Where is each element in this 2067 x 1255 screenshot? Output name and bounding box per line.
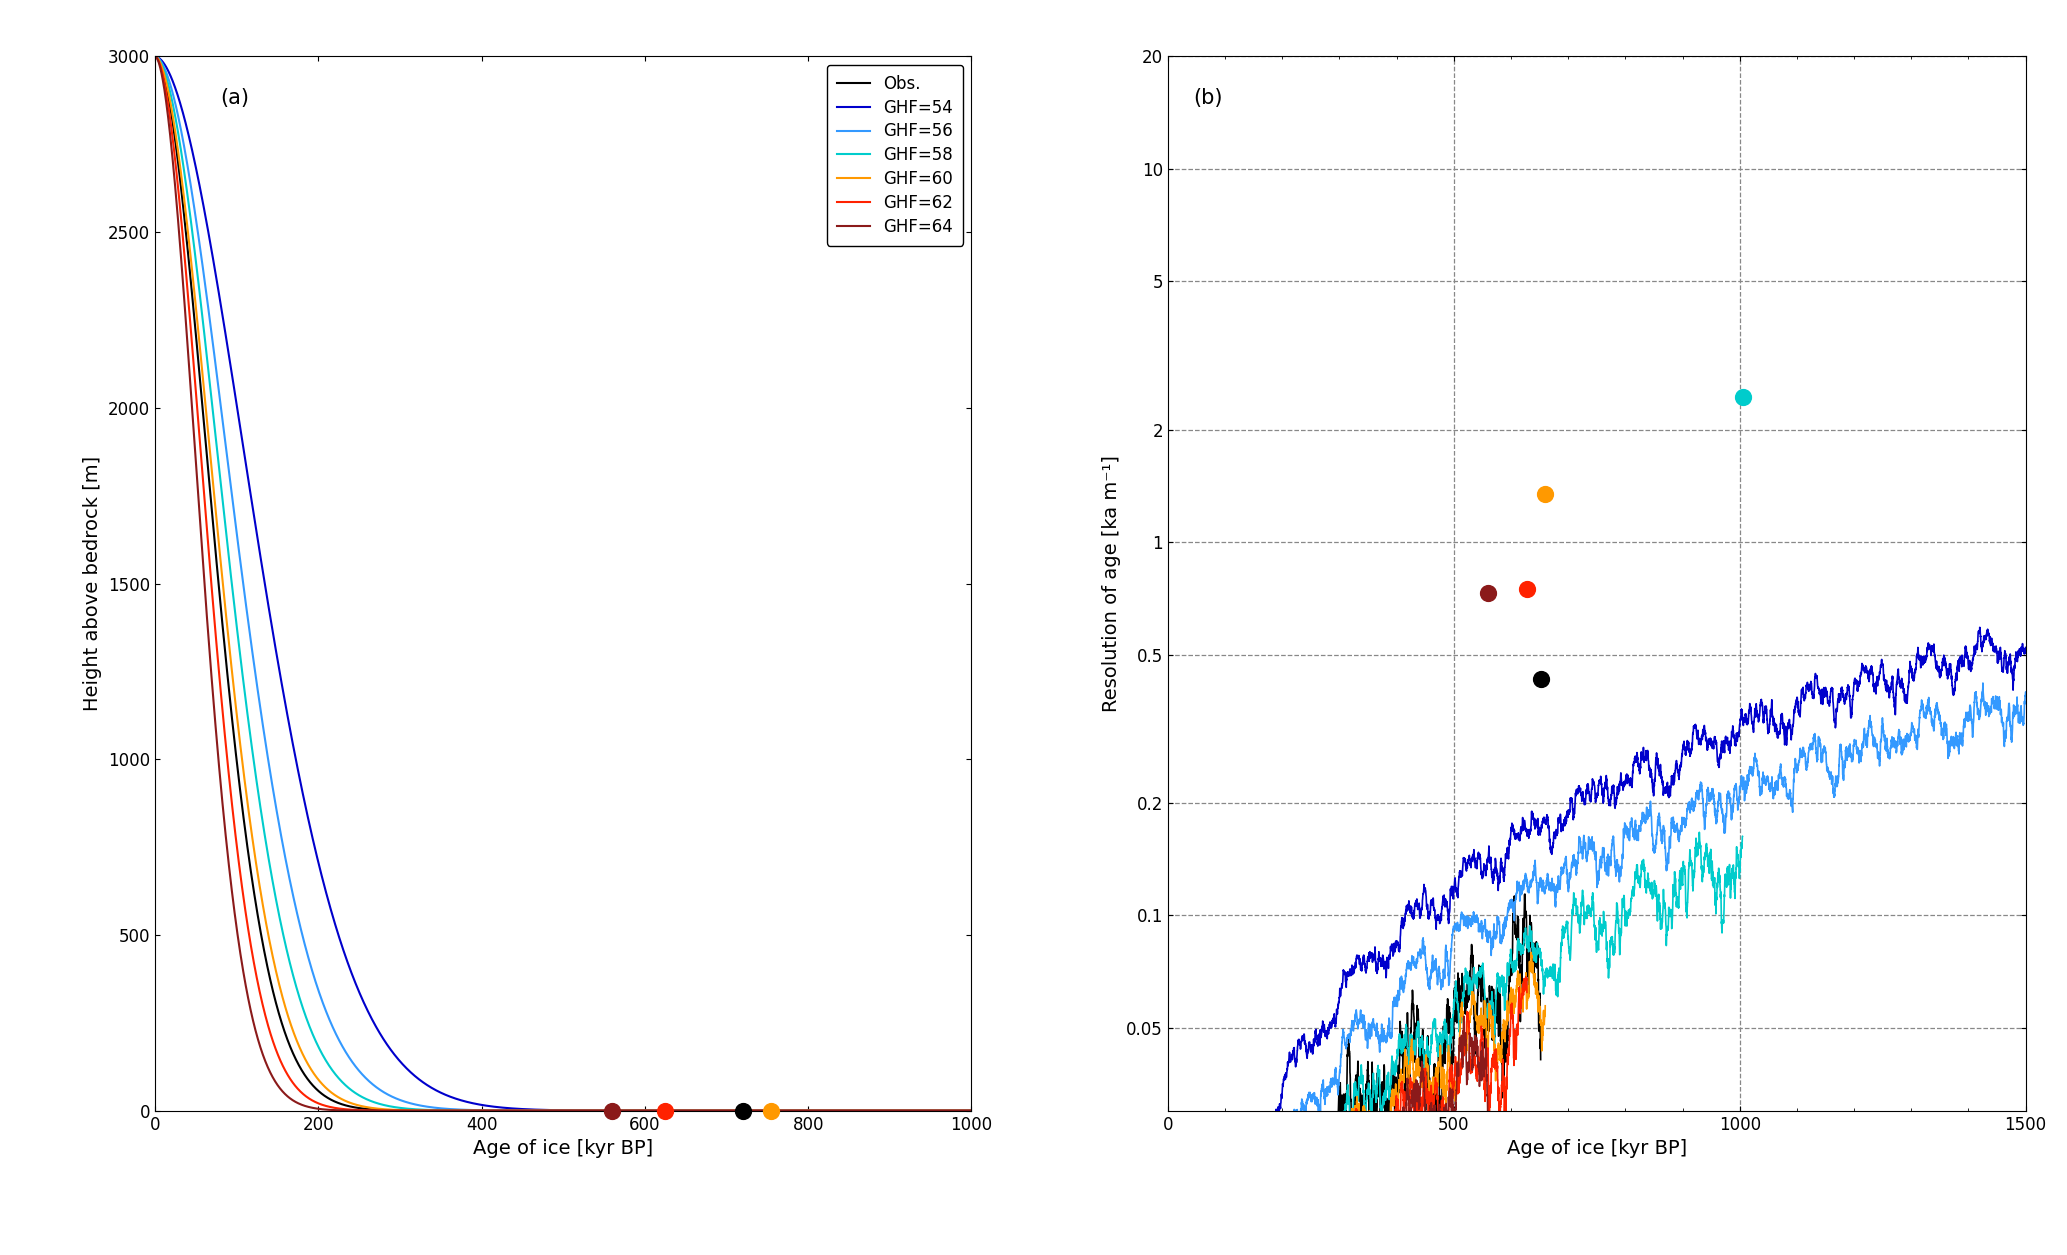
GHF=54 — [539, 1103, 564, 1118]
GHF=56 — [934, 1103, 959, 1118]
GHF=56 — [184, 217, 209, 232]
GHF=58 — [934, 1103, 959, 1118]
Text: (a): (a) — [221, 88, 250, 108]
Y-axis label: Height above bedrock [m]: Height above bedrock [m] — [83, 456, 103, 712]
GHF=62 — [785, 1103, 810, 1118]
Obs. — [936, 1103, 961, 1118]
Point — [1472, 584, 1505, 604]
GHF=60 — [936, 1103, 961, 1118]
GHF=64 — [539, 1103, 564, 1118]
GHF=54 — [936, 1103, 961, 1118]
GHF=62 — [519, 1103, 544, 1118]
GHF=56 — [143, 49, 167, 64]
Point — [726, 1101, 759, 1121]
Text: (b): (b) — [1193, 88, 1224, 108]
Point — [1726, 387, 1759, 407]
GHF=64 — [936, 1103, 961, 1118]
GHF=62 — [184, 394, 209, 409]
GHF=54 — [143, 49, 167, 64]
GHF=56 — [959, 1103, 984, 1118]
GHF=62 — [934, 1103, 959, 1118]
Obs. — [184, 336, 209, 351]
GHF=60 — [539, 1103, 564, 1118]
GHF=58 — [959, 1103, 984, 1118]
Obs. — [519, 1103, 544, 1118]
GHF=54 — [184, 164, 209, 179]
GHF=64 — [184, 467, 209, 482]
Obs. — [539, 1103, 564, 1118]
GHF=58 — [936, 1103, 961, 1118]
Obs. — [785, 1103, 810, 1118]
GHF=56 — [539, 1103, 564, 1118]
GHF=62 — [143, 49, 167, 64]
Legend: Obs., GHF=54, GHF=56, GHF=58, GHF=60, GHF=62, GHF=64: Obs., GHF=54, GHF=56, GHF=58, GHF=60, GH… — [827, 65, 963, 246]
GHF=56 — [785, 1103, 810, 1118]
X-axis label: Age of ice [kyr BP]: Age of ice [kyr BP] — [473, 1140, 653, 1158]
Obs. — [143, 49, 167, 64]
GHF=54 — [785, 1103, 810, 1118]
GHF=56 — [936, 1103, 961, 1118]
Line: GHF=56: GHF=56 — [155, 56, 971, 1111]
Line: GHF=64: GHF=64 — [155, 56, 971, 1111]
GHF=60 — [184, 307, 209, 323]
GHF=62 — [539, 1103, 564, 1118]
Point — [1523, 669, 1556, 689]
Obs. — [959, 1103, 984, 1118]
GHF=62 — [959, 1103, 984, 1118]
Point — [649, 1101, 682, 1121]
X-axis label: Age of ice [kyr BP]: Age of ice [kyr BP] — [1507, 1140, 1687, 1158]
GHF=64 — [519, 1103, 544, 1118]
Point — [1530, 483, 1563, 503]
Obs. — [934, 1103, 959, 1118]
Line: GHF=54: GHF=54 — [155, 56, 971, 1111]
GHF=58 — [519, 1103, 544, 1118]
GHF=60 — [959, 1103, 984, 1118]
Line: GHF=62: GHF=62 — [155, 56, 971, 1111]
Line: Obs.: Obs. — [155, 56, 971, 1111]
GHF=60 — [785, 1103, 810, 1118]
GHF=60 — [519, 1103, 544, 1118]
GHF=64 — [959, 1103, 984, 1118]
Line: GHF=60: GHF=60 — [155, 56, 971, 1111]
Point — [754, 1101, 788, 1121]
GHF=58 — [143, 49, 167, 64]
GHF=64 — [785, 1103, 810, 1118]
Point — [595, 1101, 628, 1121]
GHF=58 — [785, 1103, 810, 1118]
GHF=60 — [934, 1103, 959, 1118]
GHF=56 — [519, 1103, 544, 1118]
GHF=64 — [934, 1103, 959, 1118]
GHF=64 — [143, 49, 167, 64]
GHF=54 — [519, 1102, 544, 1117]
Y-axis label: Resolution of age [ka m⁻¹]: Resolution of age [ka m⁻¹] — [1102, 456, 1120, 712]
GHF=54 — [959, 1103, 984, 1118]
GHF=54 — [934, 1103, 959, 1118]
Point — [1511, 579, 1544, 599]
Line: GHF=58: GHF=58 — [155, 56, 971, 1111]
GHF=58 — [539, 1103, 564, 1118]
GHF=62 — [936, 1103, 961, 1118]
GHF=60 — [143, 49, 167, 64]
GHF=58 — [184, 260, 209, 275]
